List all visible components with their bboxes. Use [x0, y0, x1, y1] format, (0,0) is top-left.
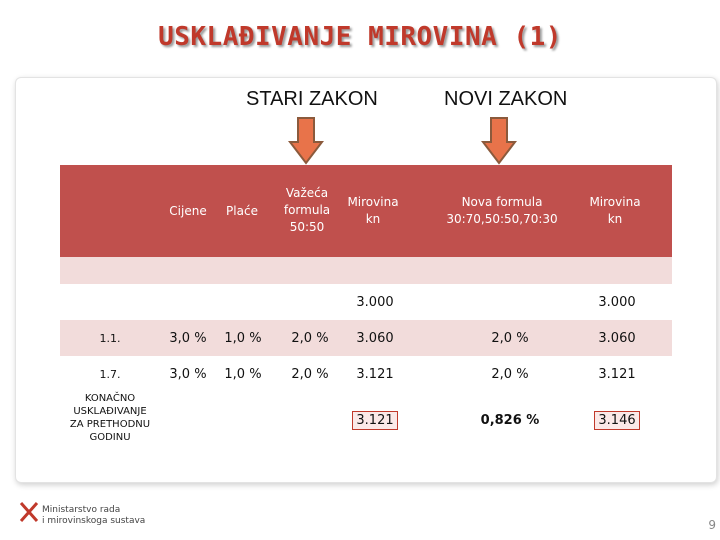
row-label: 1.1.	[99, 332, 121, 345]
row-label: 1.7.	[99, 368, 121, 381]
header-cijene: Cijene	[169, 204, 207, 218]
header-mirovina-new: Mirovina kn	[589, 195, 641, 226]
cell-mirovina-new: 3.060	[598, 331, 636, 346]
spacer-band	[60, 257, 672, 284]
base-mirovina-new: 3.000	[598, 295, 636, 310]
cell-place: 1,0 %	[224, 331, 262, 346]
header-vazeca-formula: Važeća formula 50:50	[283, 186, 331, 234]
cell-formula: 2,0 %	[291, 331, 329, 346]
new-law-heading: NOVI ZAKON	[444, 88, 568, 110]
slide-title: USKLAĐIVANJE MIROVINA (1)	[158, 22, 562, 52]
header-nova-formula: Nova formula 30:70,50:50,70:30	[446, 195, 558, 226]
ministry-logo-icon	[19, 502, 39, 522]
header-mirovina-old: Mirovina kn	[347, 195, 399, 226]
cell-formula: 2,0 %	[291, 367, 329, 382]
final-nova-formula: 0,826 %	[480, 413, 540, 428]
cell-nova-formula: 2,0 %	[491, 331, 529, 346]
cell-place: 1,0 %	[224, 367, 262, 382]
table-row-base: 3.000 3.000	[60, 284, 672, 321]
table-row: 1.7. 3,0 % 1,0 % 2,0 % 3.121 2,0 % 3.121	[60, 356, 672, 393]
final-mirovina-old: 3.121	[340, 402, 410, 439]
page-number: 9	[708, 518, 716, 532]
cell-mirovina-old: 3.121	[356, 367, 394, 382]
cell-cijene: 3,0 %	[169, 331, 207, 346]
ministry-name: Ministarstvo rada i mirovinskoga sustava	[42, 505, 146, 526]
old-law-heading: STARI ZAKON	[246, 88, 378, 110]
table-row-final: 3.121 0,826 % 3.146	[60, 402, 672, 439]
final-mirovina-new: 3.146	[582, 402, 652, 439]
header-place: Plaće	[226, 204, 258, 218]
down-arrow-icon	[288, 117, 324, 165]
base-mirovina-old: 3.000	[356, 295, 394, 310]
down-arrow-icon	[481, 117, 517, 165]
cell-mirovina-new: 3.121	[598, 367, 636, 382]
table-row: 1.1. 3,0 % 1,0 % 2,0 % 3.060 2,0 % 3.060	[60, 320, 672, 357]
final-row-label: KONAČNO USKLAĐIVANJE ZA PRETHODNU GODINU	[69, 393, 151, 443]
cell-nova-formula: 2,0 %	[491, 367, 529, 382]
cell-mirovina-old: 3.060	[356, 331, 394, 346]
table-header	[60, 165, 672, 257]
cell-cijene: 3,0 %	[169, 367, 207, 382]
